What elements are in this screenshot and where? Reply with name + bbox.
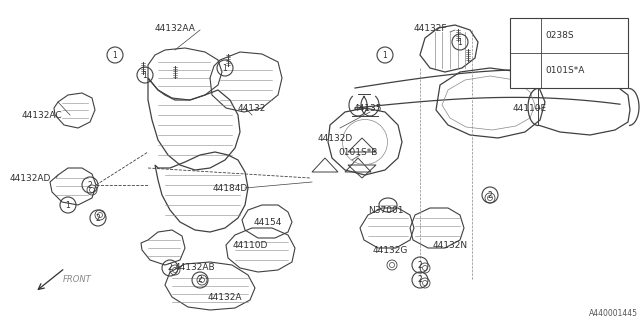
Text: 1: 1 [113,51,117,60]
Text: 2: 2 [523,31,528,40]
Text: 44110E: 44110E [513,103,547,113]
Text: 44132A: 44132A [208,293,243,302]
Text: 1: 1 [458,37,462,46]
Text: 44184D: 44184D [212,183,248,193]
Text: 44132AC: 44132AC [22,110,62,119]
Text: 2: 2 [418,276,422,284]
Text: 0238S: 0238S [546,31,575,40]
Text: 2: 2 [488,190,492,199]
Text: 1: 1 [523,66,528,75]
Text: N37001: N37001 [368,205,404,214]
Text: 44132D: 44132D [317,133,353,142]
Text: 44132: 44132 [238,103,266,113]
Text: 44132F: 44132F [413,23,447,33]
Text: 44132AB: 44132AB [175,262,215,271]
Text: 0101S*A: 0101S*A [546,66,585,75]
Text: 44132AD: 44132AD [10,173,51,182]
Text: A440001445: A440001445 [589,309,638,318]
Text: 1: 1 [66,201,70,210]
Text: 2: 2 [95,213,100,222]
Text: 1: 1 [143,70,147,79]
Bar [510,18,628,88]
Text: 2: 2 [198,276,202,284]
Text: 1: 1 [223,63,227,73]
Text: 2: 2 [168,263,172,273]
Text: 0101S*B: 0101S*B [339,148,378,156]
Text: 44154: 44154 [254,218,282,227]
Text: 44132N: 44132N [433,241,468,250]
Text: 2: 2 [88,180,92,189]
Text: 44132G: 44132G [372,245,408,254]
Text: FRONT: FRONT [63,275,92,284]
Text: 1: 1 [383,51,387,60]
Text: 44135: 44135 [354,103,382,113]
Text: 44110D: 44110D [232,241,268,250]
Text: 2: 2 [418,260,422,269]
Text: 44132AA: 44132AA [155,23,195,33]
